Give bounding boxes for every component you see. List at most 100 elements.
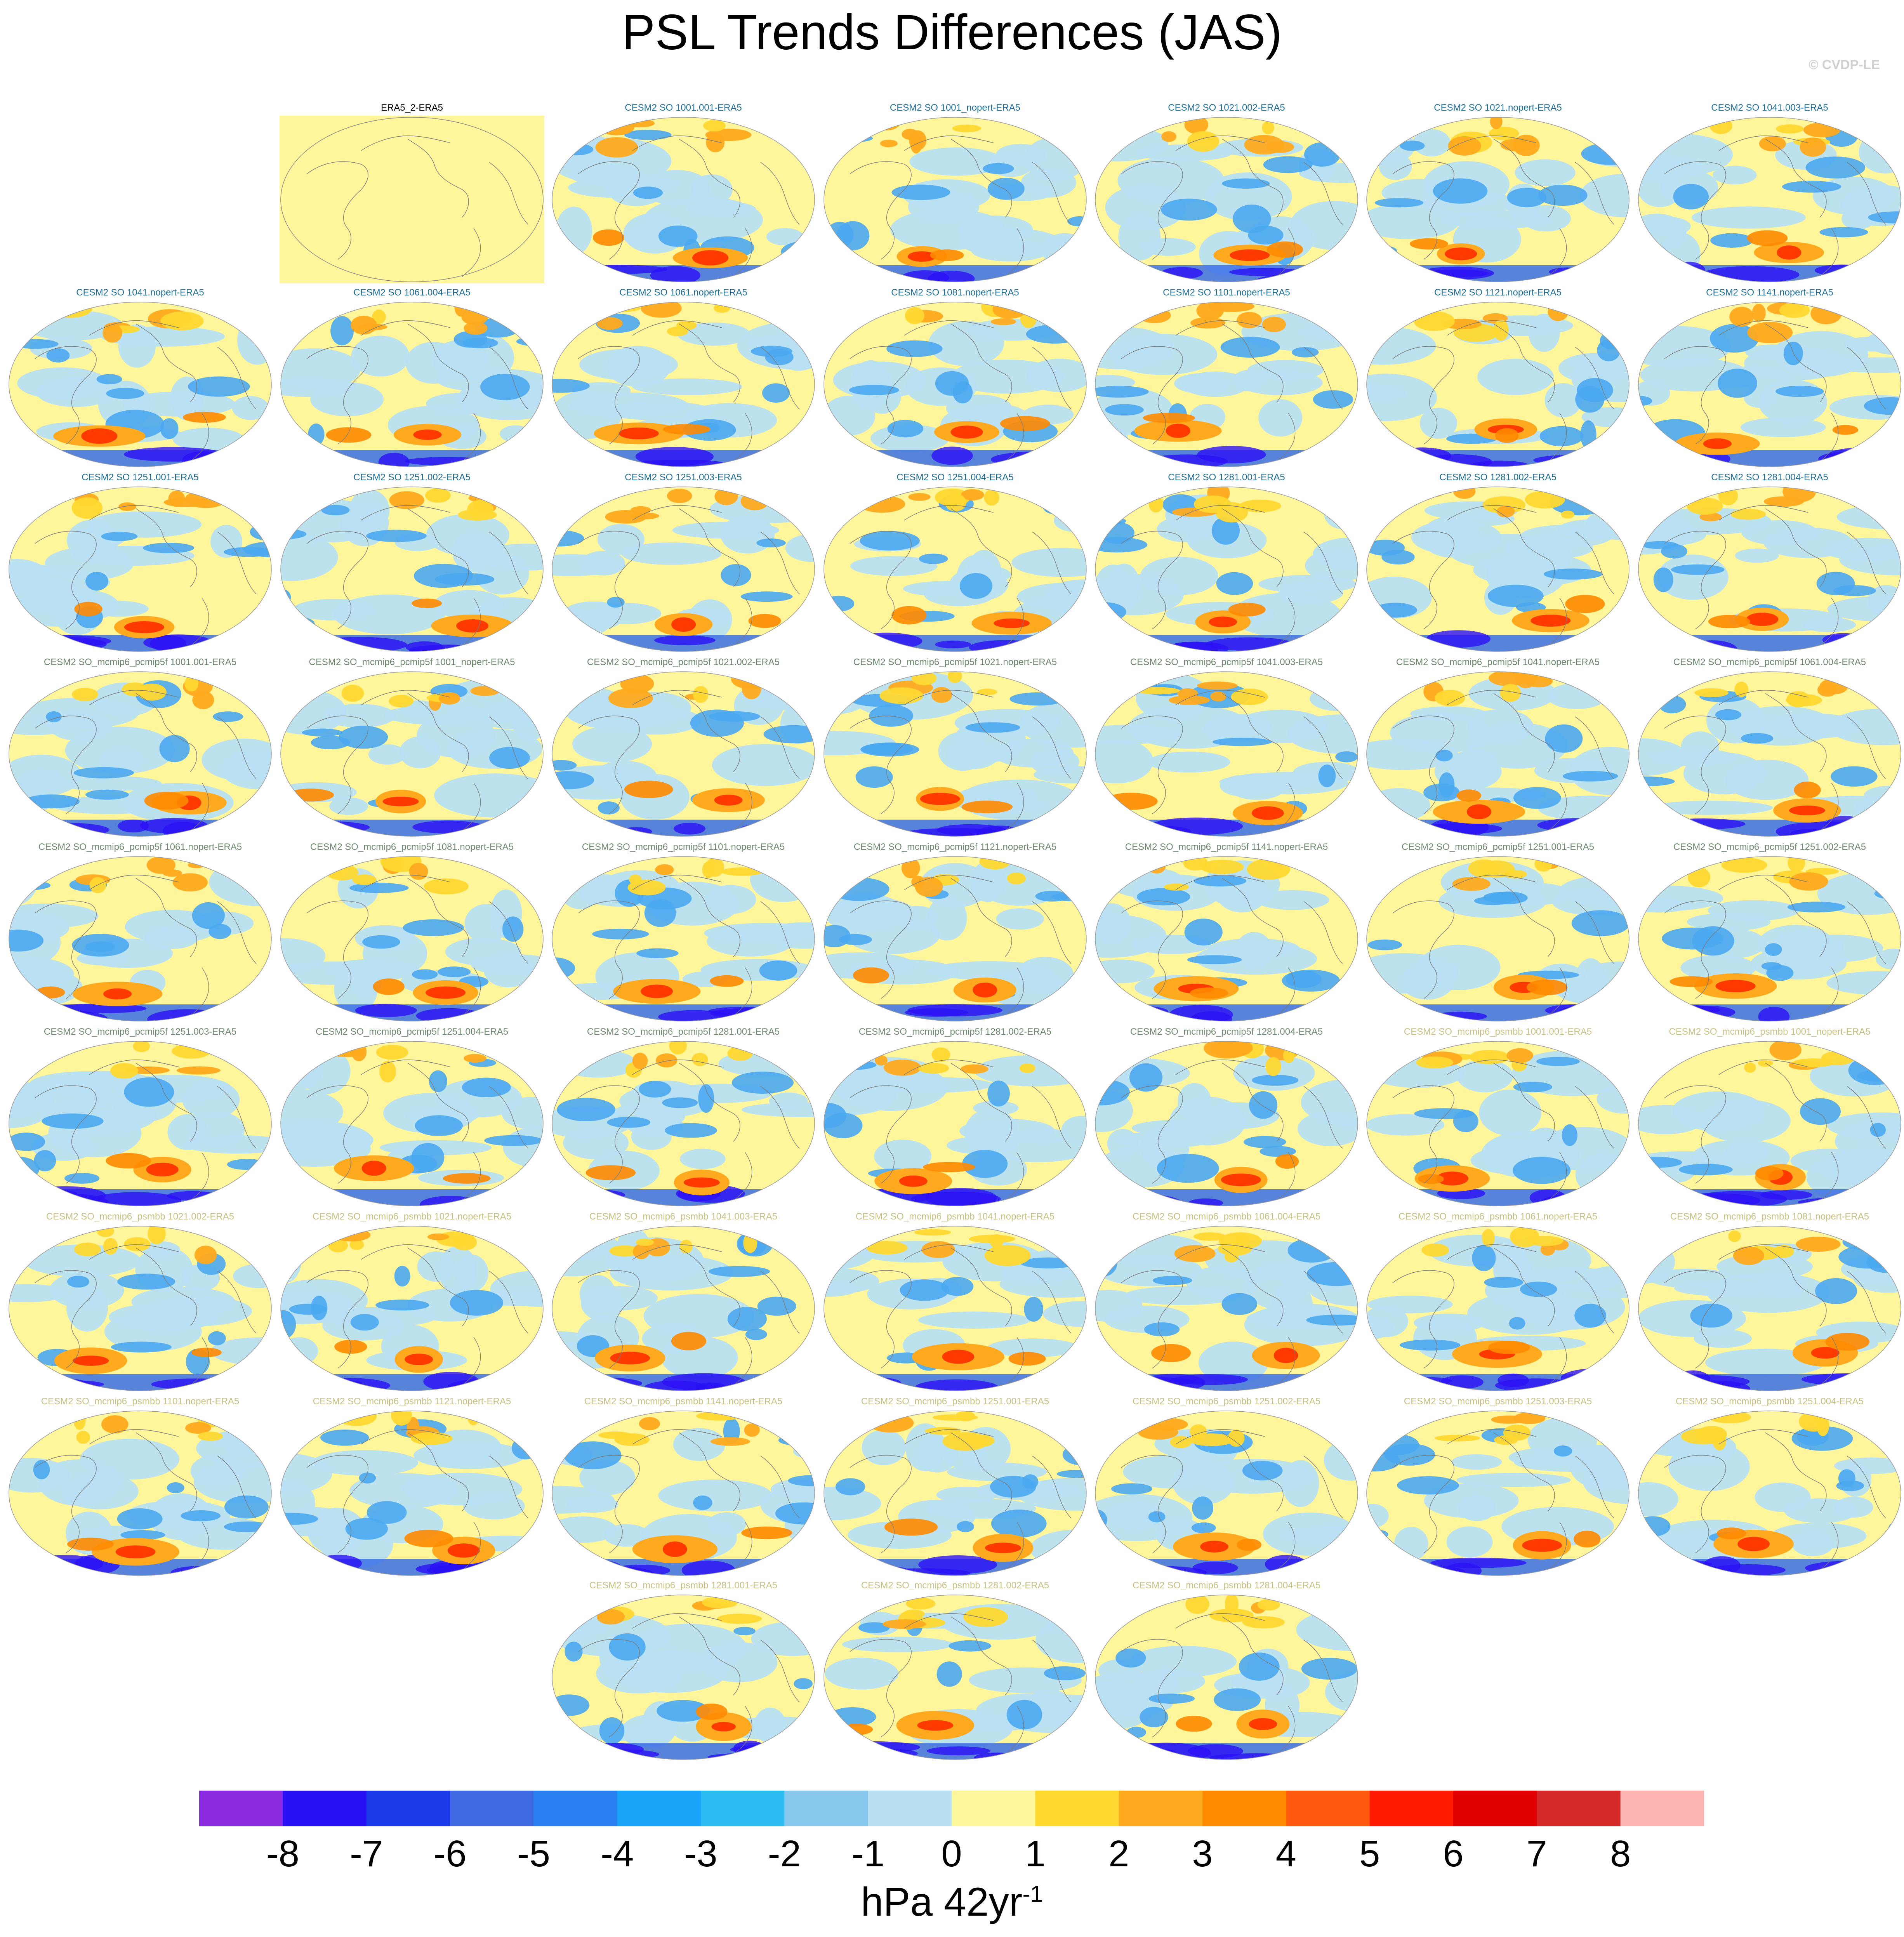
field-blob	[643, 1294, 754, 1338]
trend-field	[281, 487, 543, 651]
coastline	[1276, 228, 1296, 277]
coastline	[760, 162, 800, 225]
field-blob	[950, 360, 1064, 394]
trend-field	[281, 1041, 543, 1206]
field-blob	[1691, 206, 1806, 229]
field-blob	[902, 858, 920, 879]
field-blob	[585, 1165, 636, 1180]
map-plot	[280, 671, 544, 837]
map-plot	[1095, 856, 1358, 1021]
coastline	[489, 716, 528, 779]
map-panel: CESM2 SO_mcmip6_pcmip5f 1021.002-ERA5	[548, 657, 819, 839]
field-blob	[1306, 1190, 1358, 1203]
coastline	[190, 967, 209, 1016]
globe-outline	[1638, 1226, 1901, 1391]
field-blob	[1148, 1693, 1195, 1704]
colorbar-swatch	[1202, 1791, 1286, 1826]
field-blob	[1688, 867, 1711, 888]
field-blob	[1735, 548, 1779, 563]
field-blob	[672, 521, 780, 539]
coastline	[679, 1247, 740, 1327]
field-blob	[227, 1159, 267, 1170]
coastline	[306, 1270, 368, 1369]
field-blob	[106, 1153, 151, 1169]
trend-field	[281, 302, 543, 467]
field-blob	[765, 349, 794, 365]
map-panel: CESM2 SO_mcmip6_pcmip5f 1021.nopert-ERA5	[820, 657, 1091, 839]
field-blob	[879, 687, 924, 704]
field-blob	[1482, 1229, 1495, 1247]
field-blob	[21, 697, 139, 729]
field-blob	[281, 460, 342, 467]
trend-field	[824, 672, 1086, 836]
field-blob	[1367, 1504, 1389, 1528]
field-blob	[569, 392, 688, 418]
trend-field	[1367, 117, 1629, 282]
map-plot	[552, 856, 815, 1021]
field-blob	[609, 1245, 640, 1257]
field-blob	[769, 1093, 808, 1109]
coastline	[1303, 1456, 1343, 1518]
map-plot	[1366, 671, 1630, 837]
field-blob	[118, 324, 156, 368]
field-blob	[665, 1123, 717, 1138]
field-blob	[1262, 121, 1274, 135]
field-blob	[1777, 245, 1802, 260]
field-blob	[1708, 900, 1799, 921]
coastline	[1121, 531, 1183, 629]
field-blob	[1782, 487, 1816, 502]
field-blob	[629, 874, 642, 885]
field-blob	[1433, 178, 1488, 204]
coastline	[1303, 716, 1343, 779]
coastline	[1005, 782, 1024, 832]
field-blob	[1302, 266, 1358, 276]
field-blob	[565, 1642, 583, 1662]
field-blob	[1467, 709, 1534, 744]
field-blob	[987, 177, 1025, 200]
field-blob	[656, 1053, 678, 1068]
panel-title: CESM2 SO_mcmip6_psmbb 1281.004-ERA5	[1132, 1580, 1321, 1591]
map-plot	[9, 486, 272, 652]
coastline	[1032, 1640, 1072, 1702]
field-blob	[1549, 268, 1586, 276]
field-blob	[855, 766, 893, 788]
field-blob	[824, 1007, 896, 1021]
field-blob	[959, 573, 992, 599]
field-blob	[1660, 818, 1746, 830]
trend-field	[281, 1411, 543, 1576]
coastline	[1276, 1337, 1296, 1386]
field-blob	[1414, 311, 1455, 331]
field-blob	[1469, 1050, 1510, 1064]
field-blob	[936, 1487, 997, 1503]
globe-outline	[552, 302, 815, 467]
field-blob	[1798, 1197, 1895, 1206]
field-blob	[705, 857, 724, 877]
field-blob	[748, 614, 781, 628]
field-blob	[655, 864, 674, 876]
field-blob	[1239, 499, 1281, 512]
coastline	[1493, 1432, 1555, 1511]
coastline	[1718, 690, 1808, 705]
field-blob	[1746, 612, 1779, 626]
field-blob	[80, 1438, 179, 1480]
map-panel: CESM2 SO 1061.nopert-ERA5	[548, 287, 819, 470]
panel-title: CESM2 SO_mcmip6_psmbb 1081.nopert-ERA5	[1670, 1211, 1869, 1222]
panel-title: CESM2 SO_mcmip6_psmbb 1041.003-ERA5	[589, 1211, 778, 1222]
field-blob	[321, 505, 350, 516]
map-panel: CESM2 SO_mcmip6_psmbb 1061.nopert-ERA5	[1362, 1211, 1633, 1394]
coastline	[632, 1244, 722, 1260]
field-blob	[1854, 449, 1901, 466]
field-blob	[884, 1518, 938, 1536]
field-blob	[1448, 136, 1481, 156]
map-plot	[1095, 1411, 1358, 1576]
coastline	[578, 346, 640, 445]
field-blob	[851, 360, 891, 409]
coastline	[578, 1639, 640, 1737]
field-blob	[1734, 681, 1748, 697]
field-blob	[1520, 525, 1612, 548]
map-panel: CESM2 SO 1021.002-ERA5	[1091, 102, 1362, 285]
field-blob	[552, 1563, 599, 1576]
field-blob	[181, 1510, 221, 1522]
field-blob	[1007, 872, 1026, 884]
field-blob	[632, 378, 742, 395]
